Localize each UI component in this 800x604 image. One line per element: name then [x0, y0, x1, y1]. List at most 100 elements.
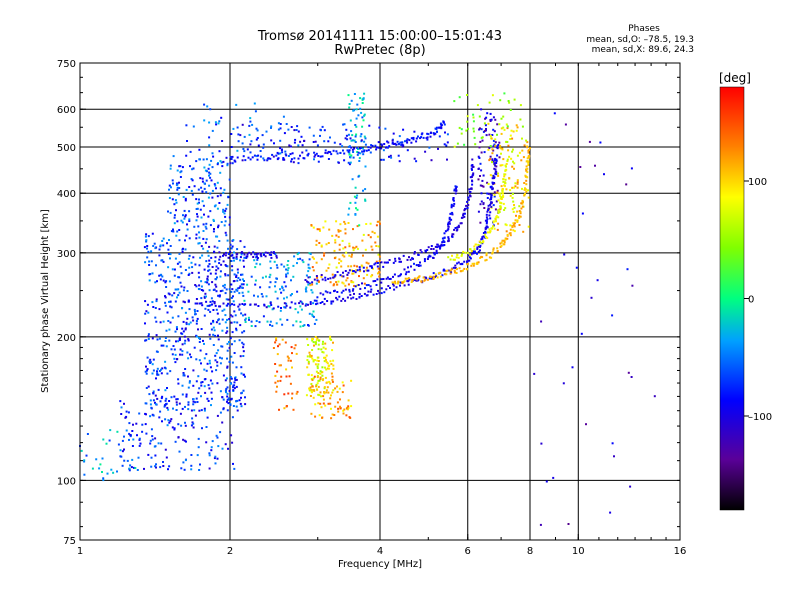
trace-point	[347, 271, 350, 274]
cluster-point	[181, 384, 184, 387]
trace-point	[333, 289, 336, 292]
trace-point	[454, 267, 457, 269]
trace-point	[487, 207, 490, 210]
cluster-point	[512, 210, 515, 213]
trace-point	[526, 167, 529, 170]
cluster-point	[579, 166, 582, 168]
cluster-point	[313, 322, 316, 325]
cluster-point	[474, 143, 477, 146]
cluster-point	[203, 213, 205, 216]
trace-point	[213, 302, 216, 305]
cluster-point	[496, 123, 499, 126]
cluster-point	[146, 256, 149, 259]
cluster-point	[629, 485, 632, 488]
cluster-point	[169, 305, 172, 308]
cluster-point	[196, 454, 199, 457]
cluster-point	[346, 138, 349, 141]
cluster-point	[221, 421, 224, 424]
trace-point	[481, 256, 484, 259]
cluster-point	[271, 324, 274, 327]
cluster-point	[415, 160, 418, 163]
cluster-point	[182, 196, 185, 198]
cluster-point	[463, 143, 466, 146]
cluster-point	[378, 255, 381, 258]
cluster-point	[489, 158, 492, 160]
cluster-point	[314, 403, 317, 406]
cluster-point	[355, 133, 358, 136]
cluster-point	[256, 137, 259, 139]
cluster-point	[200, 289, 203, 291]
trace-point	[358, 268, 361, 271]
trace-point	[219, 255, 222, 258]
cluster-point	[285, 123, 288, 125]
cluster-point	[239, 134, 242, 137]
trace-point	[275, 154, 278, 157]
cluster-point	[221, 289, 224, 292]
cluster-point	[192, 369, 195, 372]
trace-point	[442, 244, 445, 247]
cluster-point	[227, 274, 230, 277]
trace-point	[413, 252, 416, 255]
cluster-point	[281, 285, 283, 288]
cluster-point	[166, 424, 169, 427]
cluster-point	[206, 250, 209, 253]
cluster-point	[156, 370, 158, 373]
cluster-point	[201, 427, 203, 430]
cluster-point	[208, 359, 211, 362]
cluster-point	[169, 211, 172, 214]
cluster-point	[215, 434, 218, 437]
cluster-point	[368, 124, 371, 127]
cluster-point	[404, 140, 406, 143]
cluster-point	[192, 398, 195, 401]
trace-point	[316, 279, 319, 282]
x-tick-label: 8	[527, 546, 533, 557]
cluster-point	[182, 374, 185, 377]
cluster-point	[352, 246, 355, 249]
cluster-point	[229, 382, 232, 385]
cluster-point	[230, 260, 233, 262]
trace-point	[434, 273, 437, 276]
cluster-point	[384, 127, 387, 130]
cluster-point	[171, 179, 174, 182]
cluster-point	[305, 303, 308, 306]
cluster-point	[172, 230, 175, 233]
cluster-point	[365, 269, 368, 272]
cluster-point	[220, 263, 223, 266]
cluster-point	[286, 264, 289, 267]
trace-point	[467, 204, 470, 206]
trace-point	[255, 253, 258, 256]
cluster-point	[314, 363, 317, 366]
cluster-point	[292, 324, 295, 327]
trace-point	[406, 277, 409, 280]
cluster-point	[338, 262, 340, 265]
cluster-point	[308, 387, 311, 390]
cluster-point	[631, 284, 634, 287]
cluster-point	[205, 238, 208, 241]
cluster-point	[335, 234, 338, 237]
cluster-point	[489, 217, 492, 220]
cluster-point	[177, 423, 180, 426]
cluster-point	[216, 246, 219, 249]
cluster-point	[308, 312, 311, 315]
cluster-point	[211, 281, 214, 284]
cluster-point	[311, 339, 314, 342]
cluster-point	[223, 308, 226, 311]
trace-point	[449, 269, 452, 272]
cluster-point	[341, 145, 344, 148]
cluster-point	[513, 204, 515, 206]
cluster-point	[225, 391, 227, 394]
trace-point	[222, 254, 224, 257]
cluster-point	[123, 459, 126, 462]
cluster-point	[481, 179, 484, 182]
cluster-point	[331, 413, 334, 416]
cluster-point	[486, 112, 489, 115]
trace-point	[375, 293, 378, 295]
cluster-point	[224, 215, 227, 218]
trace-point	[492, 182, 495, 185]
cluster-point	[316, 365, 319, 368]
cluster-point	[345, 279, 348, 282]
cluster-point	[309, 276, 311, 279]
trace-point	[485, 216, 488, 219]
trace-point	[477, 245, 480, 248]
cluster-point	[487, 183, 490, 185]
